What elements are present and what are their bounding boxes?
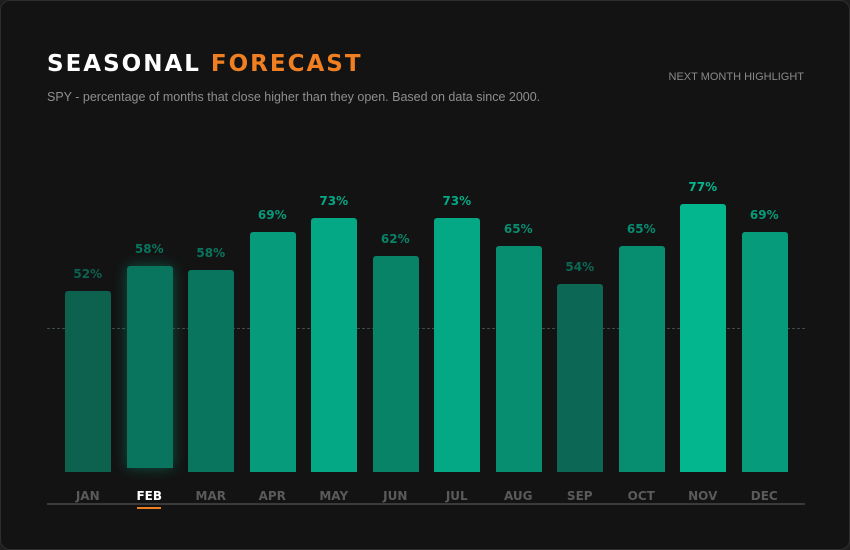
- next-month-highlight-label: NEXT MONTH HIGHLIGHT: [668, 71, 804, 83]
- value-label: 73%: [442, 193, 472, 208]
- bar-column-aug[interactable]: 65%: [488, 151, 550, 472]
- month-label-feb[interactable]: FEB: [136, 489, 163, 503]
- month-label-nov[interactable]: NOV: [688, 489, 718, 503]
- month-label-apr[interactable]: APR: [258, 489, 286, 503]
- subtitle: SPY - percentage of months that close hi…: [47, 90, 541, 104]
- bar[interactable]: [680, 204, 726, 472]
- bar-column-sep[interactable]: 54%: [549, 151, 611, 472]
- value-label: 54%: [565, 260, 595, 275]
- reference-line: [47, 328, 805, 329]
- bar-column-dec[interactable]: 69%: [734, 151, 796, 472]
- value-label: 62%: [380, 232, 410, 247]
- bar-column-apr[interactable]: 69%: [242, 151, 304, 472]
- value-label: 65%: [503, 221, 533, 236]
- month-label-may[interactable]: MAY: [319, 489, 349, 503]
- value-label: 69%: [257, 207, 287, 222]
- x-axis-line: [47, 503, 805, 505]
- bar-column-feb[interactable]: 58%: [119, 151, 181, 472]
- month-label-oct[interactable]: OCT: [627, 489, 655, 503]
- bar[interactable]: [126, 266, 173, 468]
- title-main: SEASONAL: [47, 51, 201, 77]
- bar-chart: 52% 58% 58% 69% 73% 62% 73% 65% 54% 65% 77% 69%: [47, 151, 805, 472]
- bar[interactable]: [65, 291, 111, 472]
- value-label: 58%: [134, 242, 164, 257]
- month-label-sep[interactable]: SEP: [566, 489, 593, 503]
- value-label: 58%: [196, 246, 226, 261]
- bar-column-mar[interactable]: 58%: [180, 151, 242, 472]
- bar[interactable]: [618, 245, 665, 472]
- bar[interactable]: [372, 256, 419, 472]
- active-month-underline: [137, 507, 162, 509]
- bar-column-may[interactable]: 73%: [303, 151, 365, 472]
- bar-column-oct[interactable]: 65%: [611, 151, 673, 472]
- bar-column-jun[interactable]: 62%: [365, 151, 427, 472]
- month-label-aug[interactable]: AUG: [503, 489, 533, 503]
- bar-column-jul[interactable]: 73%: [426, 151, 488, 472]
- bar[interactable]: [311, 217, 357, 472]
- bar[interactable]: [557, 284, 603, 472]
- bar[interactable]: [249, 231, 296, 472]
- title-accent: FORECAST: [210, 51, 363, 77]
- month-label-dec[interactable]: DEC: [750, 489, 778, 503]
- value-label: 73%: [319, 193, 349, 208]
- bar[interactable]: [495, 245, 542, 472]
- bar-column-nov[interactable]: 77%: [672, 151, 734, 472]
- bar[interactable]: [188, 270, 234, 472]
- value-label: 52%: [73, 267, 103, 282]
- page-title: SEASONAL FORECAST: [47, 51, 363, 77]
- month-label-jul[interactable]: JUL: [445, 489, 468, 503]
- value-label: 69%: [749, 207, 779, 222]
- month-label-jan[interactable]: JAN: [75, 489, 100, 503]
- month-label-mar[interactable]: MAR: [195, 489, 226, 503]
- bar-column-jan[interactable]: 52%: [57, 151, 119, 472]
- month-label-jun[interactable]: JUN: [383, 489, 408, 503]
- bar[interactable]: [741, 231, 788, 472]
- value-label: 77%: [688, 180, 718, 195]
- bar[interactable]: [434, 217, 480, 472]
- value-label: 65%: [626, 221, 656, 236]
